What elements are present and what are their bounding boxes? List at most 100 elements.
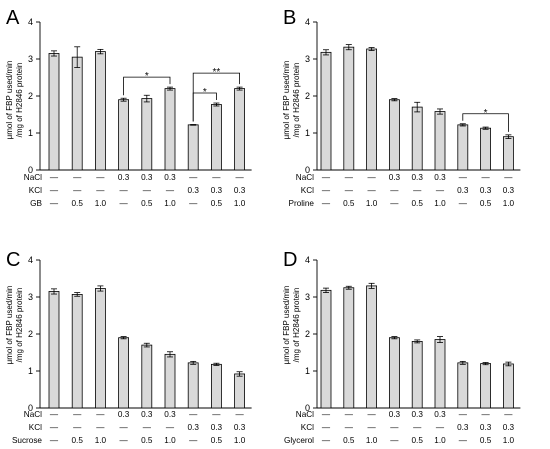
panel-d-bar xyxy=(388,337,400,409)
panel-d-y-tick-label: 2 xyxy=(305,329,310,339)
panel-d-y-tick-label: 3 xyxy=(305,292,310,302)
panel-a-row-label: KCl xyxy=(29,186,42,195)
panel-b-letter: B xyxy=(283,7,296,29)
panel-a-row-cell: — xyxy=(120,199,129,208)
panel-d-row-cell: — xyxy=(322,423,331,432)
panel-a-y-tick-label: 1 xyxy=(28,128,33,138)
panel-c-error-bar xyxy=(143,342,150,348)
panel-a-row-cell: 0.3 xyxy=(188,186,200,195)
panel-a-error-bar xyxy=(167,86,173,91)
panel-c-row-cell: 1.0 xyxy=(234,436,246,445)
panel-b-row-cell: 1.0 xyxy=(366,199,378,208)
panel-c-row-cell: — xyxy=(96,423,105,432)
panel-d-y-tick-label: 1 xyxy=(305,366,310,376)
panel-a-y-tick-label: 0 xyxy=(28,165,33,175)
panel-b-bar xyxy=(343,46,355,171)
panel-b-row-cell: 1.0 xyxy=(434,199,446,208)
panel-d-bar xyxy=(457,362,469,409)
panel-c-bar xyxy=(95,288,106,409)
panel-d-plot: 0 1 2 3 4 NaCl — — — 0.3 0.3 0.3 — — — KCl — — — — — — 0.3 0.3 0… xyxy=(284,255,521,445)
panel-b-y-tick-label: 3 xyxy=(305,54,310,64)
panel-a-significance-label: * xyxy=(203,87,207,98)
panel-b-bar xyxy=(434,111,446,171)
panel-a-error-bar xyxy=(213,102,220,107)
panel-a-error-bar xyxy=(51,50,57,57)
panel-b-row-cell: — xyxy=(322,173,331,182)
panel-a-error-bar xyxy=(143,94,150,103)
panel-c-row-cell: — xyxy=(143,423,152,432)
panel-b-plot: 0 1 2 3 4 * NaCl — — — 0.3 0.3 0.3 — — — KCl — — — — — — 0.3 0.3… xyxy=(289,17,521,208)
panel-b-row-cell: — xyxy=(322,186,331,195)
panel-b-error-bar xyxy=(323,49,329,56)
panel-b-error-bar xyxy=(482,126,489,130)
panel-b-row-cell: — xyxy=(459,199,468,208)
panel-a-error-bar xyxy=(97,48,104,55)
panel-b-row-cell: — xyxy=(322,199,331,208)
panel-c-letter: C xyxy=(6,249,20,271)
panel-d-row-cell: 1.0 xyxy=(503,436,515,445)
panel-a-ylabel-line1: μmol of FBP used/min xyxy=(5,61,14,140)
panel-b-y-tick-label: 2 xyxy=(305,91,310,101)
panel-a-row-cell: — xyxy=(236,173,245,182)
panel-a-bar xyxy=(164,88,176,171)
panel-c-row-cell: 1.0 xyxy=(95,436,107,445)
panel-c-row-cell: 0.5 xyxy=(72,436,84,445)
panel-a-letter: A xyxy=(6,7,20,29)
panel-c-row-cell: — xyxy=(189,436,198,445)
panel-c-error-bar xyxy=(236,371,243,377)
panel-b-row-cell: — xyxy=(390,186,399,195)
panel-d-row-cell: 0.3 xyxy=(412,410,424,419)
panel-b: B μmol of FBP used/min /mg of H2846 prot… xyxy=(282,7,521,208)
panel-d-row-cell: 0.3 xyxy=(434,410,446,419)
panel-b-row-cell: — xyxy=(459,173,468,182)
panel-b-row-cell: 0.3 xyxy=(412,173,424,182)
panel-c-y-tick-label: 0 xyxy=(28,403,33,413)
panel-d-row-cell: — xyxy=(459,410,468,419)
panel-c-error-bar xyxy=(74,292,81,297)
panel-b-bar xyxy=(366,48,378,171)
panel-a-row-cell: 1.0 xyxy=(95,199,107,208)
panel-a-error-bar xyxy=(120,97,127,102)
panel-a-error-bar xyxy=(190,124,197,126)
panel-b-error-bar xyxy=(391,98,398,102)
panel-d-row-cell: — xyxy=(368,423,377,432)
panel-b-row-cell: 0.5 xyxy=(343,199,355,208)
panel-a-bar xyxy=(95,51,106,171)
panel-c-bar xyxy=(71,294,83,409)
panel-d: D μmol of FBP used/min /mg of H2846 prot… xyxy=(282,249,521,445)
panel-c-row-cell: — xyxy=(120,423,129,432)
panel-b-row-cell: — xyxy=(390,199,399,208)
panel-b-error-bar xyxy=(505,134,512,139)
panel-a-row-cell: — xyxy=(189,199,198,208)
panel-a-significance-label: ** xyxy=(213,67,221,78)
panel-a-row-cell: — xyxy=(212,173,221,182)
panel-b-row-cell: 0.3 xyxy=(389,173,401,182)
panel-d-bar xyxy=(434,339,446,409)
panel-c-bar xyxy=(210,363,222,409)
panel-c-row-label: Sucrose xyxy=(12,436,42,445)
panel-a-row-cell: — xyxy=(96,186,105,195)
panel-a-row-cell: — xyxy=(50,199,59,208)
panel-d-row-cell: — xyxy=(459,436,468,445)
panel-a-row-cell: 0.5 xyxy=(72,199,84,208)
panel-c-row-cell: — xyxy=(73,423,82,432)
panel-b-y-tick-label: 1 xyxy=(305,128,310,138)
panel-d-ylabel-line2: /mg of H2846 protein xyxy=(292,288,301,363)
panel-c-y-tick-label: 2 xyxy=(28,329,33,339)
panel-a-bar xyxy=(48,53,60,171)
panel-d-row-cell: — xyxy=(322,436,331,445)
panel-b-y-tick-label: 4 xyxy=(305,17,310,27)
panel-b-error-bar xyxy=(368,47,375,51)
panel-c-row-cell: — xyxy=(50,410,59,419)
panel-a-row-cell: 0.5 xyxy=(141,199,153,208)
panel-c-row-cell: — xyxy=(73,410,82,419)
panel-b-significance-label: * xyxy=(484,108,488,119)
panel-d-error-bar xyxy=(505,361,512,367)
panel-a-row-cell: — xyxy=(50,173,59,182)
panel-c-row-label: NaCl xyxy=(24,410,42,419)
panel-a-significance-bracket xyxy=(192,72,240,122)
panel-d-bar xyxy=(343,287,355,409)
panel-d-row-cell: — xyxy=(345,410,354,419)
panel-a-bar xyxy=(71,56,83,171)
